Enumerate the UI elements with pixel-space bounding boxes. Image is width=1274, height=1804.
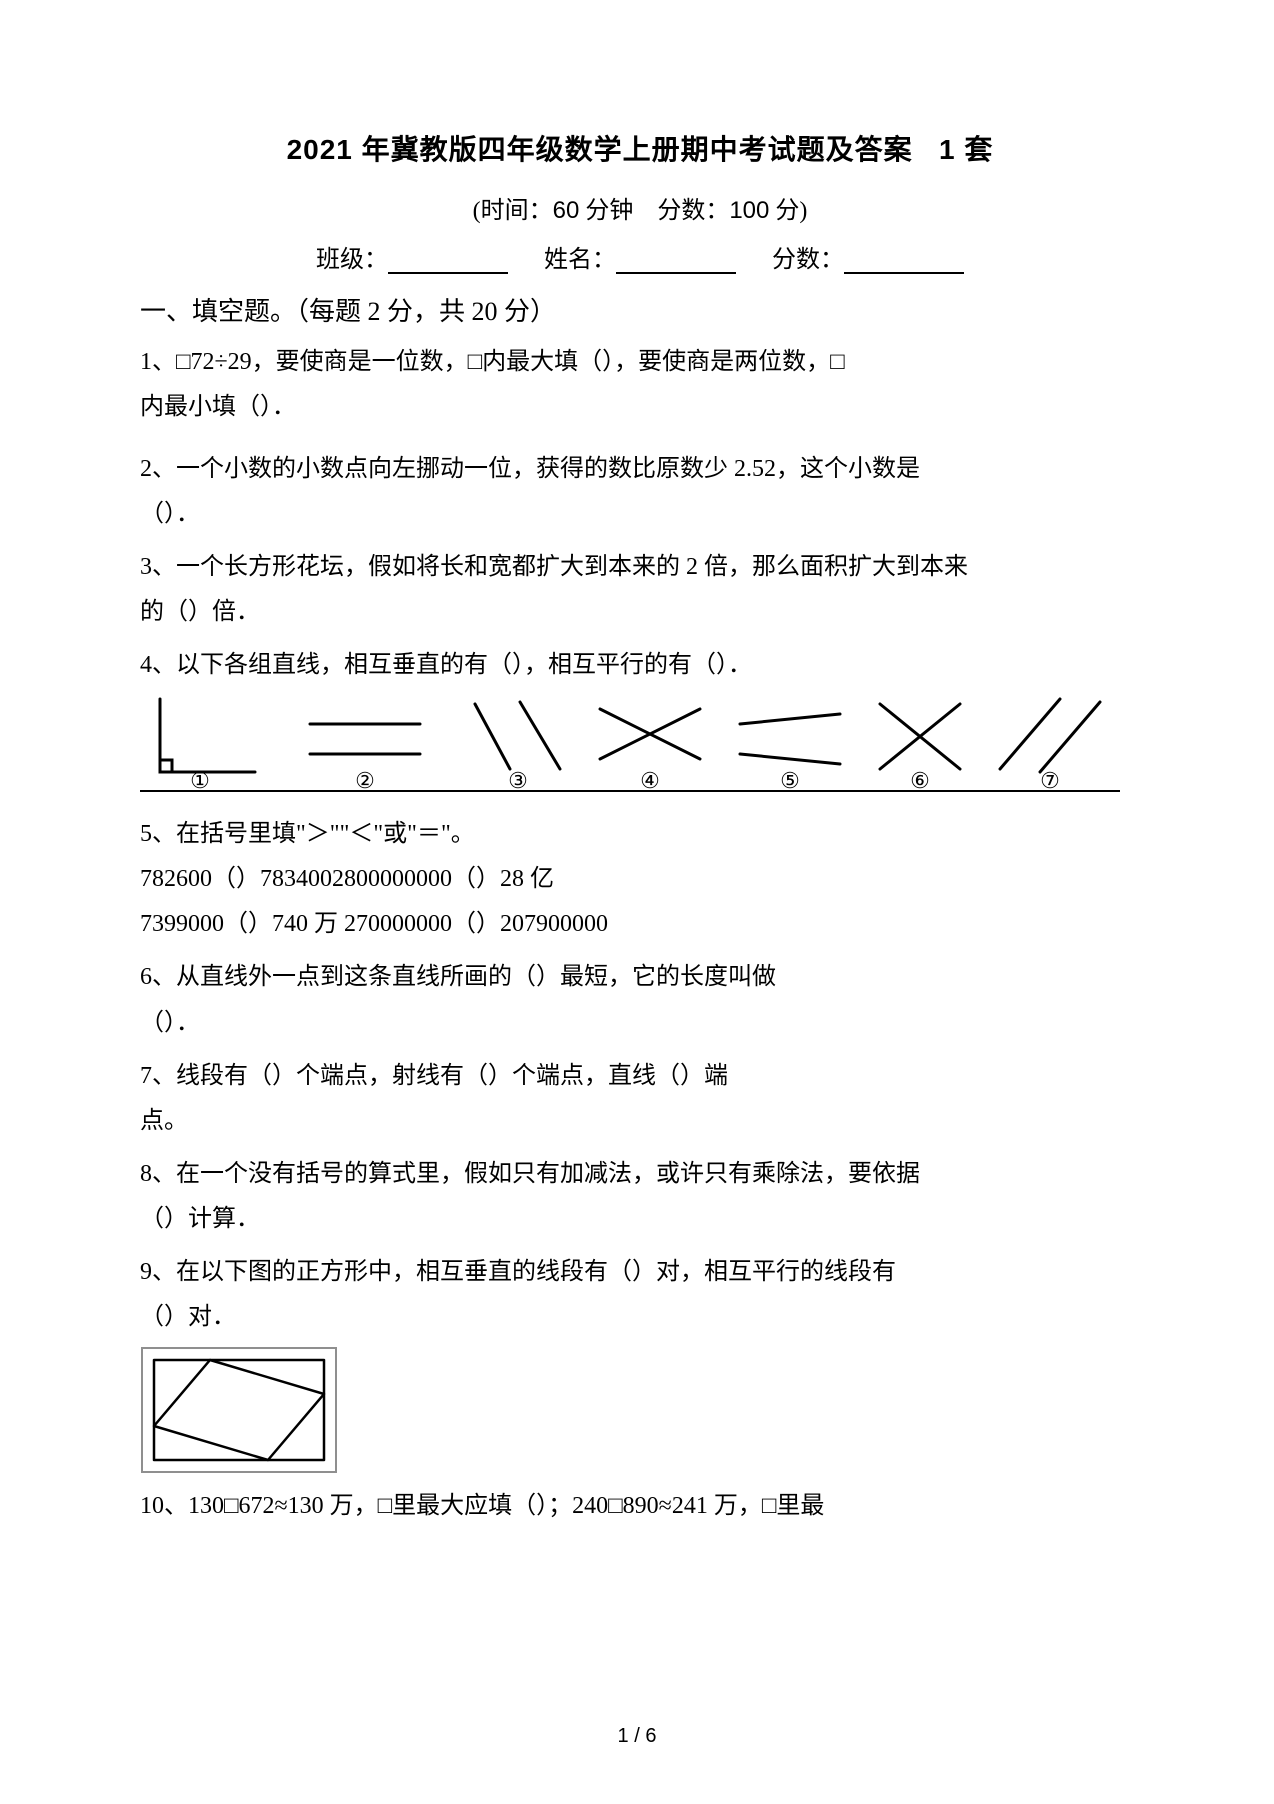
subtitle: (时间：60 分钟 分数：100 分)	[140, 190, 1140, 225]
label-2: ②	[355, 768, 375, 793]
question-1: 1、□72÷29，要使商是一位数，□内最大填（），要使商是两位数，□ 内最小填（…	[140, 340, 1140, 430]
q1-line-b: 内最小填（）．	[140, 394, 296, 420]
q3-line-a: 3、一个长方形花坛，假如将长和宽都扩大到本来的 2 倍，那么面积扩大到本来	[140, 554, 968, 580]
page: 2021 年冀教版四年级数学上册期中考试题及答案 1 套 (时间：60 分钟 分…	[0, 0, 1274, 1804]
q9-line-b: （）对．	[140, 1304, 236, 1330]
title-main: 年冀教版四年级数学上册期中考试题及答案	[353, 134, 913, 165]
label-6: ⑥	[910, 768, 930, 793]
title-year: 2021	[287, 134, 353, 165]
page-footer: 1 / 6	[0, 1725, 1274, 1748]
q7-line-b: 点。	[140, 1108, 188, 1134]
q10-text: 10、130□672≈130 万，□里最大应填（）；240□890≈241 万，…	[140, 1493, 824, 1519]
name-blank	[616, 252, 736, 274]
q3-line-b: 的（）倍．	[140, 599, 260, 625]
q2-line-a: 2、一个小数的小数点向左挪动一位，获得的数比原数少 2.52，这个小数是	[140, 456, 920, 482]
lines-diagram-icon: ① ② ③ ④ ⑤ ⑥ ⑦	[140, 694, 1120, 804]
q4-text: 4、以下各组直线，相互垂直的有（），相互平行的有（）．	[140, 652, 752, 678]
q7-line-a: 7、线段有（）个端点，射线有（）个端点，直线（）端	[140, 1063, 728, 1089]
score-value: 100	[729, 197, 769, 224]
question-3: 3、一个长方形花坛，假如将长和宽都扩大到本来的 2 倍，那么面积扩大到本来 的（…	[140, 545, 1140, 635]
label-4: ④	[640, 768, 660, 793]
question-10: 10、130□672≈130 万，□里最大应填（）；240□890≈241 万，…	[140, 1484, 1140, 1529]
time-label: (时间：	[473, 198, 553, 224]
question-6: 6、从直线外一点到这条直线所画的（）最短，它的长度叫做 （）．	[140, 955, 1140, 1045]
q4-diagram: ① ② ③ ④ ⑤ ⑥ ⑦	[140, 694, 1140, 804]
title-suffix: 1 套	[939, 134, 993, 165]
score-blank	[844, 252, 964, 274]
time-value: 60	[553, 197, 580, 224]
q2-line-b: （）．	[140, 501, 200, 527]
name-label: 姓名：	[544, 247, 616, 273]
label-1: ①	[190, 768, 210, 793]
class-blank	[388, 252, 508, 274]
q5-line-b: 7399000（）740 万 270000000（）207900000	[140, 911, 608, 937]
q6-line-a: 6、从直线外一点到这条直线所画的（）最短，它的长度叫做	[140, 964, 776, 990]
student-fields: 班级： 姓名： 分数：	[140, 239, 1140, 274]
question-7: 7、线段有（）个端点，射线有（）个端点，直线（）端 点。	[140, 1054, 1140, 1144]
content-area: 2021 年冀教版四年级数学上册期中考试题及答案 1 套 (时间：60 分钟 分…	[140, 128, 1140, 1529]
label-7: ⑦	[1040, 768, 1060, 793]
question-5: 5、在括号里填"＞""＜"或"＝"。 782600（）7834002800000…	[140, 812, 1140, 947]
q9-diagram	[140, 1346, 1140, 1476]
q5-line-a: 782600（）7834002800000000（）28 亿	[140, 866, 554, 892]
q8-line-b: （）计算．	[140, 1206, 260, 1232]
label-3: ③	[508, 768, 528, 793]
question-2: 2、一个小数的小数点向左挪动一位，获得的数比原数少 2.52，这个小数是 （）．	[140, 447, 1140, 537]
q9-line-a: 9、在以下图的正方形中，相互垂直的线段有（）对，相互平行的线段有	[140, 1259, 896, 1285]
score-unit: 分)	[769, 198, 807, 224]
q8-line-a: 8、在一个没有括号的算式里，假如只有加减法，或许只有乘除法，要依据	[140, 1161, 920, 1187]
question-4: 4、以下各组直线，相互垂直的有（），相互平行的有（）．	[140, 643, 1140, 688]
class-label: 班级：	[316, 247, 388, 273]
question-9: 9、在以下图的正方形中，相互垂直的线段有（）对，相互平行的线段有 （）对．	[140, 1250, 1140, 1340]
section-1-heading: 一、填空题。（每题 2 分，共 20 分）	[140, 292, 1140, 332]
q1-line-a: 1、□72÷29，要使商是一位数，□内最大填（），要使商是两位数，□	[140, 349, 845, 375]
label-5: ⑤	[780, 768, 800, 793]
time-unit: 分钟	[579, 198, 633, 224]
square-diagram-icon	[140, 1346, 340, 1476]
question-8: 8、在一个没有括号的算式里，假如只有加减法，或许只有乘除法，要依据 （）计算．	[140, 1152, 1140, 1242]
score-field-label: 分数：	[772, 247, 844, 273]
score-label: 分数：	[657, 198, 729, 224]
page-title: 2021 年冀教版四年级数学上册期中考试题及答案 1 套	[140, 128, 1140, 168]
q6-line-b: （）．	[140, 1010, 200, 1036]
section-1-text: 一、填空题。（每题 2 分，共 20 分）	[140, 297, 556, 326]
q5-text: 5、在括号里填"＞""＜"或"＝"。	[140, 821, 475, 847]
